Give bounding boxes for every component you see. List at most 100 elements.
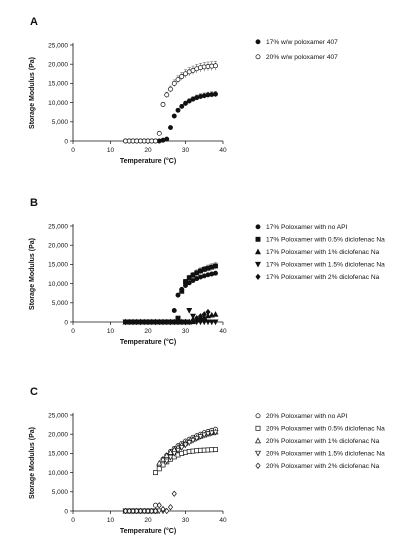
- y-tick-label: 5,000: [52, 119, 69, 126]
- x-tick-label: 40: [219, 147, 227, 154]
- panel-label: C: [30, 386, 38, 398]
- legend-marker: [255, 224, 261, 230]
- data-point: [167, 454, 174, 461]
- data-point: [193, 435, 200, 442]
- data-point: [153, 138, 158, 144]
- data-point: [164, 92, 170, 98]
- data-point: [208, 319, 215, 326]
- data-point: [213, 263, 218, 269]
- data-point: [171, 80, 177, 86]
- data-point: [164, 318, 170, 326]
- series-5: [122, 308, 211, 326]
- data-point: [156, 318, 162, 326]
- data-point: [134, 318, 140, 326]
- data-point: [153, 470, 158, 476]
- data-point: [156, 459, 163, 466]
- legend-marker: [255, 236, 261, 242]
- data-point: [182, 318, 189, 326]
- data-point: [134, 507, 140, 515]
- data-point: [175, 77, 181, 83]
- data-point: [201, 432, 208, 439]
- data-point: [145, 507, 151, 515]
- series-1: [123, 426, 218, 514]
- legend-entry: 20% Poloxamer with 1.5% diclofenac Na: [266, 451, 385, 458]
- y-tick-label: 0: [64, 138, 68, 145]
- data-point: [141, 507, 147, 515]
- legend-entry: 17% w/w poloxamer 407: [266, 39, 338, 46]
- data-point: [183, 71, 188, 77]
- y-tick-label: 25,000: [48, 412, 68, 419]
- data-point: [122, 507, 129, 515]
- data-point: [201, 311, 207, 318]
- x-tick-label: 10: [107, 517, 115, 524]
- data-point: [156, 502, 162, 509]
- y-tick-label: 25,000: [48, 42, 68, 49]
- x-tick-label: 0: [71, 147, 75, 154]
- y-tick-label: 20,000: [48, 432, 68, 439]
- y-tick-label: 10,000: [48, 281, 68, 288]
- data-point: [178, 445, 185, 451]
- x-tick-label: 0: [71, 328, 75, 335]
- data-point: [186, 275, 192, 281]
- x-tick-label: 30: [182, 147, 190, 154]
- data-point: [175, 107, 181, 113]
- data-point: [164, 507, 170, 515]
- x-tick-label: 0: [71, 517, 75, 524]
- data-point: [179, 288, 185, 294]
- panel-label: B: [30, 197, 38, 209]
- data-point: [130, 507, 136, 515]
- data-point: [197, 313, 204, 320]
- data-point: [126, 318, 132, 326]
- data-point: [156, 466, 162, 472]
- data-point: [183, 279, 188, 285]
- data-point: [167, 318, 174, 326]
- legend-entry: 17% Poloxamer with 0.5% diclofenac Na: [266, 237, 385, 244]
- y-tick-label: 10,000: [48, 100, 68, 107]
- legend-entry: 20% w/w poloxamer 407: [266, 54, 338, 61]
- data-point: [194, 315, 200, 322]
- x-tick-label: 20: [144, 517, 152, 524]
- data-point: [171, 318, 177, 326]
- data-point: [175, 447, 181, 454]
- legend-marker: [255, 413, 261, 419]
- legend-marker: [255, 273, 261, 280]
- legend-entry: 20% Poloxamer with no API: [266, 413, 348, 420]
- y-axis-title: Storage Modulus (Pa): [29, 57, 36, 129]
- y-axis-title: Storage Modulus (Pa): [29, 238, 36, 310]
- data-point: [137, 507, 144, 515]
- x-tick-label: 10: [107, 328, 115, 335]
- data-point: [212, 311, 219, 317]
- legend-entry: 20% Poloxamer with 2% diclofenac Na: [266, 463, 380, 470]
- data-point: [160, 505, 166, 513]
- x-tick-label: 10: [107, 147, 115, 154]
- data-point: [175, 292, 181, 298]
- x-tick-label: 30: [182, 328, 190, 335]
- legend-marker: [255, 261, 261, 268]
- series-5: [122, 490, 177, 515]
- series-4: [122, 429, 219, 515]
- data-point: [175, 318, 181, 326]
- y-tick-label: 5,000: [52, 489, 69, 496]
- chart-panel-b: B 0 5,000 10,000 15,000 20,000 25,000 0 10 20 30 40…: [29, 197, 385, 346]
- data-point: [130, 318, 136, 326]
- data-point: [186, 308, 193, 314]
- legend-entry: 20% Poloxamer with 1% diclofenac Na: [266, 438, 380, 445]
- x-tick-label: 40: [219, 517, 227, 524]
- series-3: [122, 428, 219, 514]
- data-point: [141, 318, 147, 326]
- legend-entry: 20% Poloxamer with 0.5% diclofenac Na: [266, 426, 385, 433]
- chart-panel-a: A 0 5,000 10,000 15,000 20,000 25,000 0 10 20 30 40…: [29, 16, 338, 165]
- data-point: [167, 448, 174, 455]
- data-point: [171, 490, 177, 497]
- data-point: [164, 136, 170, 142]
- data-point: [213, 91, 218, 97]
- data-point: [152, 318, 159, 326]
- data-point: [201, 319, 208, 326]
- y-tick-label: 0: [64, 508, 68, 515]
- data-point: [182, 442, 189, 449]
- data-point: [186, 440, 193, 446]
- data-point: [168, 125, 173, 131]
- legend-marker: [255, 450, 261, 457]
- legend-entry: 17% Poloxamer with 1.5% diclofenac Na: [266, 262, 385, 269]
- data-point: [212, 429, 219, 436]
